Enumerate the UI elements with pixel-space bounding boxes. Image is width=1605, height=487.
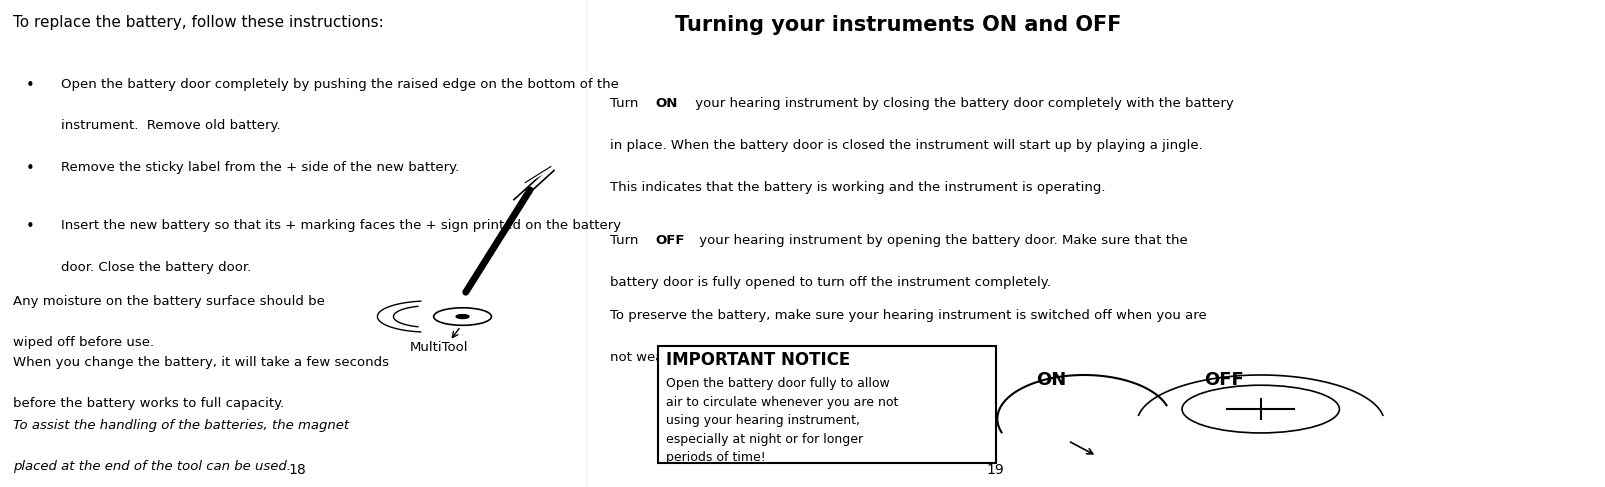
Text: your hearing instrument by closing the battery door completely with the battery: your hearing instrument by closing the b…	[690, 97, 1233, 111]
Text: When you change the battery, it will take a few seconds: When you change the battery, it will tak…	[13, 356, 388, 369]
Text: your hearing instrument by opening the battery door. Make sure that the: your hearing instrument by opening the b…	[695, 234, 1188, 247]
Text: Open the battery door fully to allow: Open the battery door fully to allow	[666, 377, 889, 391]
Text: OFF: OFF	[1204, 371, 1244, 389]
Text: 19: 19	[985, 463, 1005, 477]
FancyBboxPatch shape	[658, 346, 995, 463]
Text: IMPORTANT NOTICE: IMPORTANT NOTICE	[666, 351, 851, 369]
Text: MultiTool: MultiTool	[409, 341, 467, 354]
Text: To preserve the battery, make sure your hearing instrument is switched off when : To preserve the battery, make sure your …	[610, 309, 1207, 322]
Text: OFF: OFF	[655, 234, 684, 247]
Text: door. Close the battery door.: door. Close the battery door.	[61, 261, 250, 274]
Circle shape	[456, 315, 469, 318]
Text: •: •	[26, 78, 34, 93]
Text: •: •	[26, 161, 34, 176]
Text: This indicates that the battery is working and the instrument is operating.: This indicates that the battery is worki…	[610, 181, 1106, 194]
Text: Turning your instruments ON and OFF: Turning your instruments ON and OFF	[674, 15, 1120, 35]
Text: wiped off before use.: wiped off before use.	[13, 336, 154, 349]
Text: Remove the sticky label from the + side of the new battery.: Remove the sticky label from the + side …	[61, 161, 459, 174]
Text: To replace the battery, follow these instructions:: To replace the battery, follow these ins…	[13, 15, 384, 30]
Text: To assist the handling of the batteries, the magnet: To assist the handling of the batteries,…	[13, 419, 348, 432]
Text: ON: ON	[1035, 371, 1066, 389]
Text: using your hearing instrument,: using your hearing instrument,	[666, 414, 860, 428]
Text: ON: ON	[655, 97, 677, 111]
Text: Turn: Turn	[610, 97, 642, 111]
Text: periods of time!: periods of time!	[666, 451, 766, 465]
Text: placed at the end of the tool can be used.: placed at the end of the tool can be use…	[13, 460, 291, 473]
Text: Insert the new battery so that its + marking faces the + sign printed on the bat: Insert the new battery so that its + mar…	[61, 219, 621, 232]
Text: Open the battery door completely by pushing the raised edge on the bottom of the: Open the battery door completely by push…	[61, 78, 618, 91]
Text: •: •	[26, 219, 34, 234]
Text: before the battery works to full capacity.: before the battery works to full capacit…	[13, 397, 284, 410]
Text: 18: 18	[287, 463, 307, 477]
Text: Any moisture on the battery surface should be: Any moisture on the battery surface shou…	[13, 295, 324, 308]
Text: Turn: Turn	[610, 234, 642, 247]
Text: especially at night or for longer: especially at night or for longer	[666, 433, 863, 446]
Text: in place. When the battery door is closed the instrument will start up by playin: in place. When the battery door is close…	[610, 139, 1202, 152]
Text: instrument.  Remove old battery.: instrument. Remove old battery.	[61, 119, 281, 132]
Text: not wearing it.: not wearing it.	[610, 351, 706, 364]
Text: battery door is fully opened to turn off the instrument completely.: battery door is fully opened to turn off…	[610, 276, 1051, 289]
Text: air to circulate whenever you are not: air to circulate whenever you are not	[666, 396, 899, 409]
